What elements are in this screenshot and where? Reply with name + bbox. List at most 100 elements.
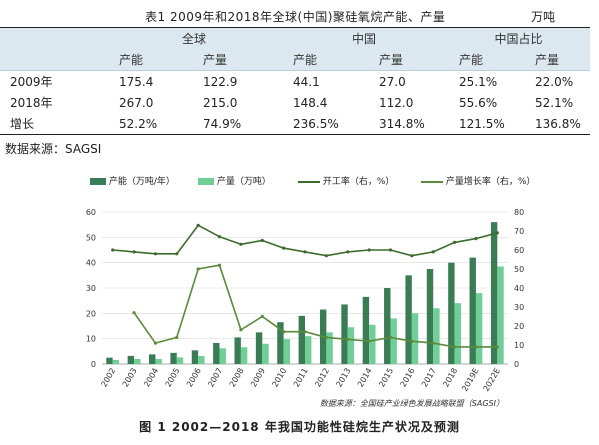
- table-cell: 121.5%: [447, 113, 525, 135]
- subheader-cell: 产能: [281, 49, 365, 71]
- legend-label: 产量增长率（右，%）: [445, 177, 536, 187]
- x-tick-label: 2015: [377, 367, 395, 389]
- bar-output: [390, 318, 397, 364]
- left-tick-label: 0: [91, 360, 96, 369]
- bar-output: [305, 336, 312, 364]
- right-tick-label: 70: [514, 227, 524, 236]
- point-growth: [474, 345, 478, 349]
- bar-capacity: [255, 332, 263, 364]
- table-cell: 74.9%: [193, 113, 281, 135]
- bar-output: [240, 347, 248, 364]
- point-utilization: [410, 254, 414, 258]
- table-row: 2009年 175.4 122.9 44.1 27.0 25.1% 22.0%: [0, 71, 590, 93]
- table-cell: 52.2%: [107, 113, 193, 135]
- x-tick-label: 2010: [270, 367, 288, 389]
- table-cell: 148.4: [293, 95, 328, 110]
- table-cell: 25.1%: [459, 74, 498, 89]
- legend-item-utilization: 开工率（右，%）: [298, 174, 394, 188]
- group-header-global: 全球: [107, 27, 281, 49]
- subheader-cell: 产能: [107, 49, 193, 71]
- x-tick-label: 2005: [164, 367, 182, 389]
- bar-capacity: [384, 288, 391, 364]
- subheader-cell: 产量: [193, 49, 281, 71]
- row-label: 2018年: [10, 96, 53, 110]
- point-utilization: [175, 252, 179, 256]
- table-cell: 122.9: [203, 74, 238, 89]
- point-utilization: [303, 250, 307, 254]
- legend-label: 产能（万吨/年）: [108, 177, 175, 187]
- bar-capacity: [213, 342, 220, 364]
- bar-capacity: [149, 354, 156, 364]
- row-label: 2009年: [10, 75, 53, 89]
- bar-capacity: [469, 257, 476, 364]
- bar-capacity: [277, 322, 284, 364]
- legend-swatch: [421, 180, 443, 183]
- point-utilization: [367, 248, 371, 252]
- bar-output: [369, 324, 376, 364]
- legend-item-capacity: 产能（万吨/年）: [90, 174, 175, 188]
- legend-swatch: [198, 178, 214, 185]
- legend-swatch: [298, 180, 320, 183]
- bar-capacity: [362, 296, 370, 364]
- table-cell: 27.0: [379, 74, 406, 89]
- bar-output: [262, 343, 269, 364]
- right-tick-label: 20: [514, 322, 524, 331]
- bar-output: [155, 358, 162, 364]
- bar-capacity: [234, 337, 241, 364]
- table-cell: 267.0: [119, 95, 154, 110]
- left-tick-label: 60: [86, 208, 96, 217]
- point-growth: [196, 267, 200, 271]
- point-utilization: [324, 254, 328, 258]
- bar-capacity: [191, 350, 199, 364]
- point-utilization: [153, 252, 158, 256]
- subheader-cell: 产量: [525, 49, 590, 71]
- x-tick-label: 2004: [142, 367, 160, 389]
- point-growth: [431, 341, 435, 345]
- x-tick-label: 2013: [334, 367, 352, 389]
- bar-output: [475, 293, 483, 364]
- point-growth: [282, 330, 286, 334]
- legend-swatch: [90, 178, 106, 185]
- row-label: 增长: [0, 113, 107, 135]
- table-unit: 万吨: [531, 10, 556, 24]
- point-growth: [346, 337, 350, 341]
- point-utilization: [388, 248, 393, 252]
- point-growth: [495, 345, 499, 349]
- x-tick-label: 2016: [399, 367, 417, 389]
- right-tick-label: 10: [514, 341, 524, 350]
- bar-capacity: [341, 304, 348, 364]
- table-cell: 215.0: [203, 95, 238, 110]
- point-utilization: [260, 238, 264, 243]
- table-source: 数据来源：SAGSI: [5, 142, 102, 156]
- point-growth: [388, 335, 393, 339]
- group-header-china: 中国: [281, 27, 447, 49]
- x-tick-label: 2009: [249, 367, 267, 389]
- bar-capacity: [106, 357, 113, 364]
- point-growth: [367, 339, 371, 343]
- bar-output: [176, 357, 184, 364]
- x-tick-label: 2017: [420, 367, 438, 389]
- subheader-cell: 产量: [365, 49, 447, 71]
- point-growth: [175, 335, 179, 339]
- left-tick-label: 30: [86, 284, 96, 293]
- x-tick-label: 2006: [185, 367, 203, 389]
- bar-output: [219, 348, 226, 364]
- table-title: 表1 2009年和2018年全球(中国)聚硅氧烷产能、产量: [145, 10, 446, 24]
- point-growth: [239, 328, 243, 332]
- bar-capacity: [426, 269, 434, 364]
- table-cell: 112.0: [379, 95, 414, 110]
- bar-output: [283, 339, 291, 364]
- group-header-china-share: 中国占比: [447, 27, 590, 49]
- point-growth: [132, 311, 136, 315]
- point-growth: [260, 314, 264, 319]
- line-growth: [133, 264, 498, 348]
- point-utilization: [346, 250, 350, 254]
- table-row: 增长 52.2% 74.9% 236.5% 314.8% 121.5% 136.…: [0, 113, 590, 135]
- point-growth: [153, 341, 158, 345]
- bar-capacity: [490, 222, 498, 364]
- point-growth: [452, 345, 457, 349]
- point-utilization: [431, 250, 435, 254]
- point-utilization: [495, 231, 499, 235]
- point-utilization: [282, 246, 286, 250]
- table-caption: 表1 2009年和2018年全球(中国)聚硅氧烷产能、产量 万吨: [0, 6, 599, 24]
